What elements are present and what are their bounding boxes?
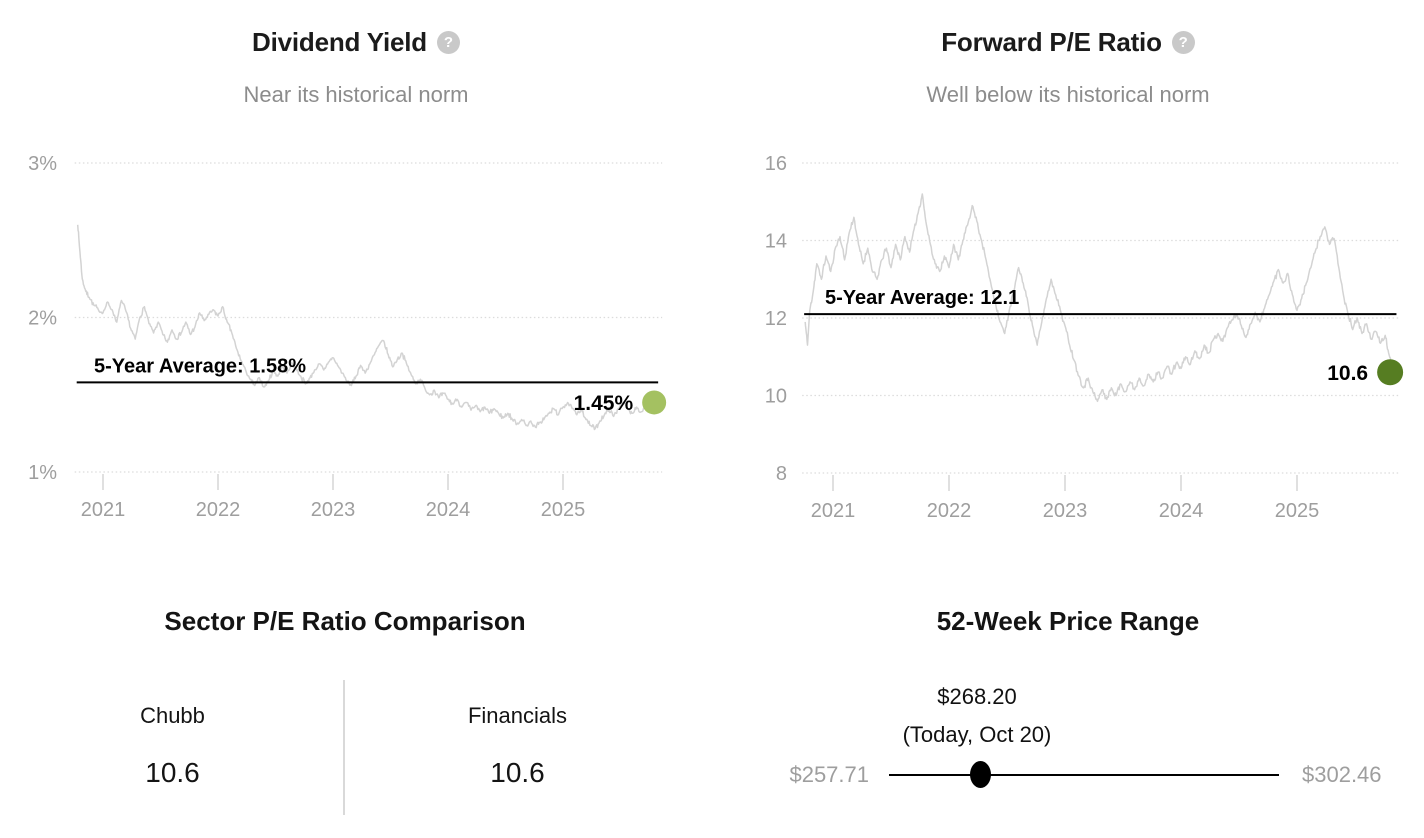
y-axis-label: 14 bbox=[765, 231, 787, 253]
forward-pe-chart: 16 14 12 10 8 2021 2022 2023 2024 2025 5-Year Aver… bbox=[765, 153, 1404, 522]
current-price-label: $268.20 bbox=[937, 684, 1017, 709]
x-axis-label: 2021 bbox=[811, 500, 856, 522]
y-axis-label: 12 bbox=[765, 308, 787, 330]
help-icon[interactable]: ? bbox=[1171, 30, 1195, 54]
x-axis-label: 2023 bbox=[1043, 500, 1088, 522]
x-axis-label: 2022 bbox=[927, 500, 972, 522]
sector-column-value-chubb: 10.6 bbox=[145, 757, 200, 788]
help-icon[interactable]: ? bbox=[436, 30, 460, 54]
x-axis-label: 2021 bbox=[81, 499, 126, 521]
forward-pe-title: Forward P/E Ratio bbox=[941, 26, 1162, 57]
x-axis-label: 2025 bbox=[541, 499, 586, 521]
column-divider bbox=[343, 680, 345, 815]
sector-column-value-financials: 10.6 bbox=[490, 757, 545, 788]
current-value-label: 10.6 bbox=[1327, 362, 1368, 385]
sector-comparison-title: Sector P/E Ratio Comparison bbox=[164, 606, 526, 636]
forward-pe-subtitle: Well below its historical norm bbox=[926, 82, 1210, 107]
dividend-yield-header: Dividend Yield ? bbox=[0, 26, 712, 58]
x-axis-label: 2024 bbox=[1159, 500, 1204, 522]
sector-column-label-chubb: Chubb bbox=[140, 703, 205, 728]
y-axis-label: 10 bbox=[765, 386, 787, 408]
range-high-label: $302.46 bbox=[1302, 762, 1382, 787]
current-value-label: 1.45% bbox=[574, 392, 634, 415]
dividend-yield-chart: 3% 2% 1% 2021 2022 2023 2024 2025 5-Year Average… bbox=[28, 153, 667, 521]
x-axis-label: 2023 bbox=[311, 499, 356, 521]
x-axis-label: 2022 bbox=[196, 499, 241, 521]
y-axis-label: 3% bbox=[28, 153, 57, 175]
current-value-dot bbox=[1377, 359, 1404, 386]
range-low-label: $257.71 bbox=[789, 762, 869, 787]
x-axis-label: 2025 bbox=[1275, 500, 1320, 522]
current-value-dot bbox=[642, 390, 667, 415]
average-label: 5-Year Average: 1.58% bbox=[94, 355, 306, 377]
price-slider-track bbox=[889, 774, 1279, 776]
y-axis-label: 2% bbox=[28, 308, 57, 330]
average-label: 5-Year Average: 12.1 bbox=[825, 287, 1019, 309]
dividend-yield-title: Dividend Yield bbox=[252, 26, 427, 57]
y-axis-label: 1% bbox=[28, 462, 57, 484]
price-line bbox=[76, 224, 657, 431]
dividend-yield-subtitle: Near its historical norm bbox=[243, 82, 469, 107]
price-range-title: 52-Week Price Range bbox=[936, 606, 1200, 636]
price-line bbox=[804, 193, 1393, 403]
y-axis-label: 8 bbox=[776, 463, 787, 485]
current-price-date: (Today, Oct 20) bbox=[902, 722, 1052, 747]
sector-column-label-financials: Financials bbox=[467, 703, 568, 728]
x-axis-label: 2024 bbox=[426, 499, 471, 521]
price-slider-knob bbox=[969, 761, 991, 788]
y-axis-label: 16 bbox=[765, 153, 787, 175]
valuation-charts: 3% 2% 1% 2021 2022 2023 2024 2025 5-Year Average… bbox=[28, 153, 1404, 522]
forward-pe-header: Forward P/E Ratio ? bbox=[712, 26, 1424, 58]
